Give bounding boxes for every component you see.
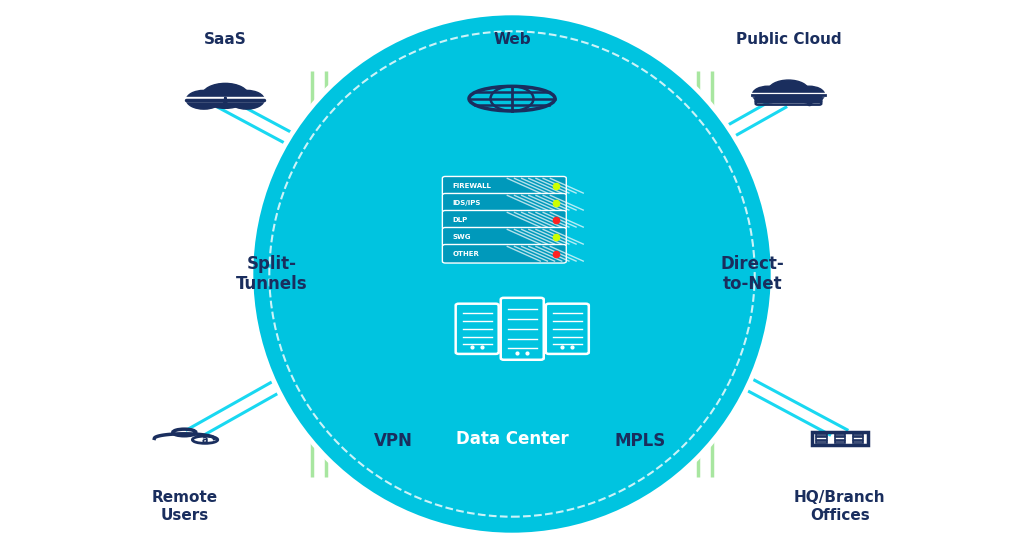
Text: Data Center: Data Center [456, 430, 568, 448]
Text: OTHER: OTHER [453, 251, 479, 257]
Text: MPLS: MPLS [614, 432, 666, 450]
FancyBboxPatch shape [442, 227, 566, 246]
FancyBboxPatch shape [442, 176, 566, 195]
Circle shape [753, 86, 783, 103]
Text: Web: Web [494, 32, 530, 47]
Bar [853, 437, 863, 439]
Bar [835, 434, 845, 436]
Ellipse shape [251, 13, 773, 535]
FancyBboxPatch shape [442, 193, 566, 212]
Text: a: a [202, 435, 208, 445]
Circle shape [186, 90, 221, 109]
Text: DLP: DLP [453, 217, 468, 222]
Text: Split-
Tunnels: Split- Tunnels [236, 255, 307, 293]
Bar [835, 441, 845, 443]
Text: Remote
Users: Remote Users [152, 490, 217, 523]
Text: Direct-
to-Net: Direct- to-Net [721, 255, 784, 293]
FancyBboxPatch shape [442, 244, 566, 263]
Text: FIREWALL: FIREWALL [453, 182, 492, 189]
Bar [835, 437, 845, 439]
Bar [816, 441, 826, 443]
Text: SaaS: SaaS [204, 32, 247, 47]
Bar [182, 97, 268, 101]
Bar [816, 437, 826, 439]
Bar [816, 434, 826, 436]
Text: SWG: SWG [453, 234, 471, 240]
Circle shape [229, 90, 264, 109]
Text: VPN: VPN [374, 432, 413, 450]
Text: HQ/Branch
Offices: HQ/Branch Offices [794, 490, 886, 523]
Bar [743, 93, 834, 96]
Circle shape [202, 83, 249, 109]
Circle shape [794, 86, 824, 103]
Bar [853, 434, 863, 436]
Circle shape [768, 80, 809, 102]
Text: Public Cloud: Public Cloud [735, 32, 842, 47]
FancyBboxPatch shape [442, 210, 566, 229]
Text: IDS/IPS: IDS/IPS [453, 199, 481, 206]
Bar [853, 441, 863, 443]
